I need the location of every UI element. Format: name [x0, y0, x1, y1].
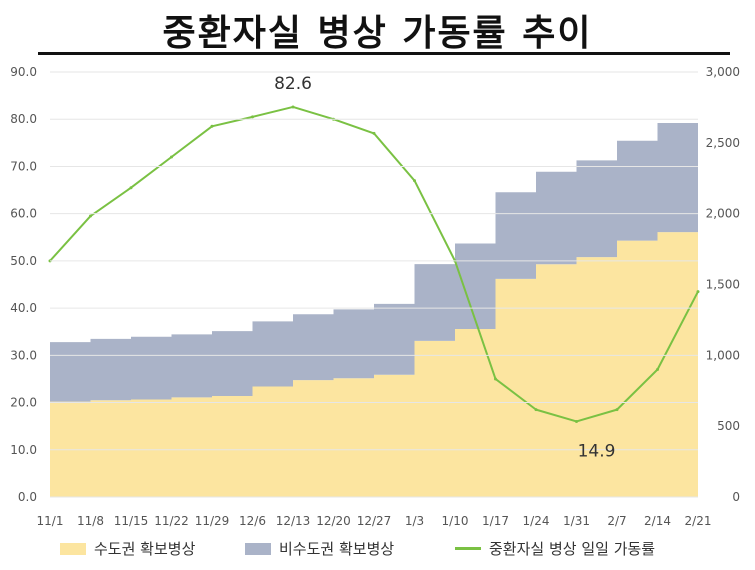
x-tick-label: 11/29 [195, 514, 230, 528]
x-tick-label: 12/13 [276, 514, 311, 528]
left-tick-label: 20.0 [10, 396, 37, 410]
x-tick-label: 1/24 [523, 514, 550, 528]
rate-point [494, 377, 497, 381]
left-tick-label: 50.0 [10, 254, 37, 268]
x-axis-ticks: 11/1 11/8 11/15 11/22 11/29 12/6 12/13 12/20 12/… [37, 514, 712, 528]
left-tick-label: 30.0 [10, 348, 37, 362]
rate-point [534, 408, 538, 412]
legend-swatch-metro [60, 542, 86, 555]
legend-item-metro: 수도권 확보병상 [60, 538, 195, 559]
chart-title: 중환자실 병상 가동률 추이 [162, 13, 593, 54]
x-tick-label: 1/17 [482, 514, 509, 528]
left-tick-label: 80.0 [10, 112, 37, 126]
rate-point [291, 105, 295, 109]
rate-line-group [48, 105, 700, 423]
rate-point [251, 115, 254, 119]
x-tick-label: 12/6 [239, 514, 266, 528]
left-tick-label: 70.0 [10, 159, 37, 173]
x-tick-label: 1/10 [442, 514, 469, 528]
title-underline [38, 52, 730, 55]
x-tick-label: 11/22 [154, 514, 189, 528]
rate-point [615, 408, 619, 412]
rate-point [372, 131, 376, 135]
rate-point [170, 155, 173, 159]
x-tick-label: 2/7 [607, 514, 626, 528]
right-tick-label: 500 [717, 419, 740, 433]
area-metro [50, 226, 698, 497]
legend-swatch-nonmetro [245, 542, 271, 555]
left-tick-label: 10.0 [10, 443, 37, 457]
area-nonmetro [50, 115, 698, 402]
rate-point [575, 419, 578, 423]
left-tick-label: 0.0 [18, 490, 37, 504]
right-axis-ticks: 0 500 1,000 1,500 2,000 2,500 3,000 [706, 65, 740, 504]
legend-label-metro: 수도권 확보병상 [94, 540, 196, 558]
legend-item-rate: 중환자실 병상 일일 가동률 [455, 538, 655, 559]
x-tick-label: 11/8 [77, 514, 104, 528]
x-tick-label: 12/20 [316, 514, 351, 528]
left-tick-label: 60.0 [10, 207, 37, 221]
right-tick-label: 2,500 [706, 136, 740, 150]
rate-point [129, 186, 133, 190]
x-tick-label: 12/27 [357, 514, 392, 528]
rate-point [89, 214, 92, 218]
x-tick-label: 11/1 [37, 514, 64, 528]
legend-label-nonmetro: 비수도권 확보병상 [279, 540, 395, 558]
right-tick-label: 3,000 [706, 65, 740, 79]
stacked-areas [50, 115, 698, 497]
right-tick-label: 1,000 [706, 348, 740, 362]
annotations: 82.6 14.9 [274, 74, 615, 462]
rate-point [656, 368, 659, 371]
rate-point [696, 290, 700, 294]
legend-item-nonmetro: 비수도권 확보병상 [245, 538, 394, 559]
right-tick-label: 0 [732, 490, 740, 504]
left-tick-label: 40.0 [10, 301, 37, 315]
right-tick-label: 2,000 [706, 207, 740, 221]
legend-label-rate: 중환자실 병상 일일 가동률 [489, 540, 656, 558]
legend: 수도권 확보병상 비수도권 확보병상 중환자실 병상 일일 가동률 [0, 538, 755, 562]
legend-swatch-rate [455, 547, 481, 550]
rate-point [210, 124, 214, 128]
x-tick-label: 1/31 [563, 514, 590, 528]
right-tick-label: 1,500 [706, 278, 740, 292]
x-tick-label: 2/14 [644, 514, 671, 528]
x-tick-label: 2/21 [685, 514, 712, 528]
rate-point [413, 179, 416, 183]
annotation-label: 82.6 [274, 74, 312, 94]
left-tick-label: 90.0 [10, 65, 37, 79]
x-tick-label: 1/3 [405, 514, 424, 528]
annotation-label: 14.9 [578, 442, 616, 462]
left-axis-ticks: 0.0 10.0 20.0 30.0 40.0 50.0 60.0 70.0 80.0 90.0 [10, 65, 698, 504]
x-tick-label: 11/15 [114, 514, 149, 528]
